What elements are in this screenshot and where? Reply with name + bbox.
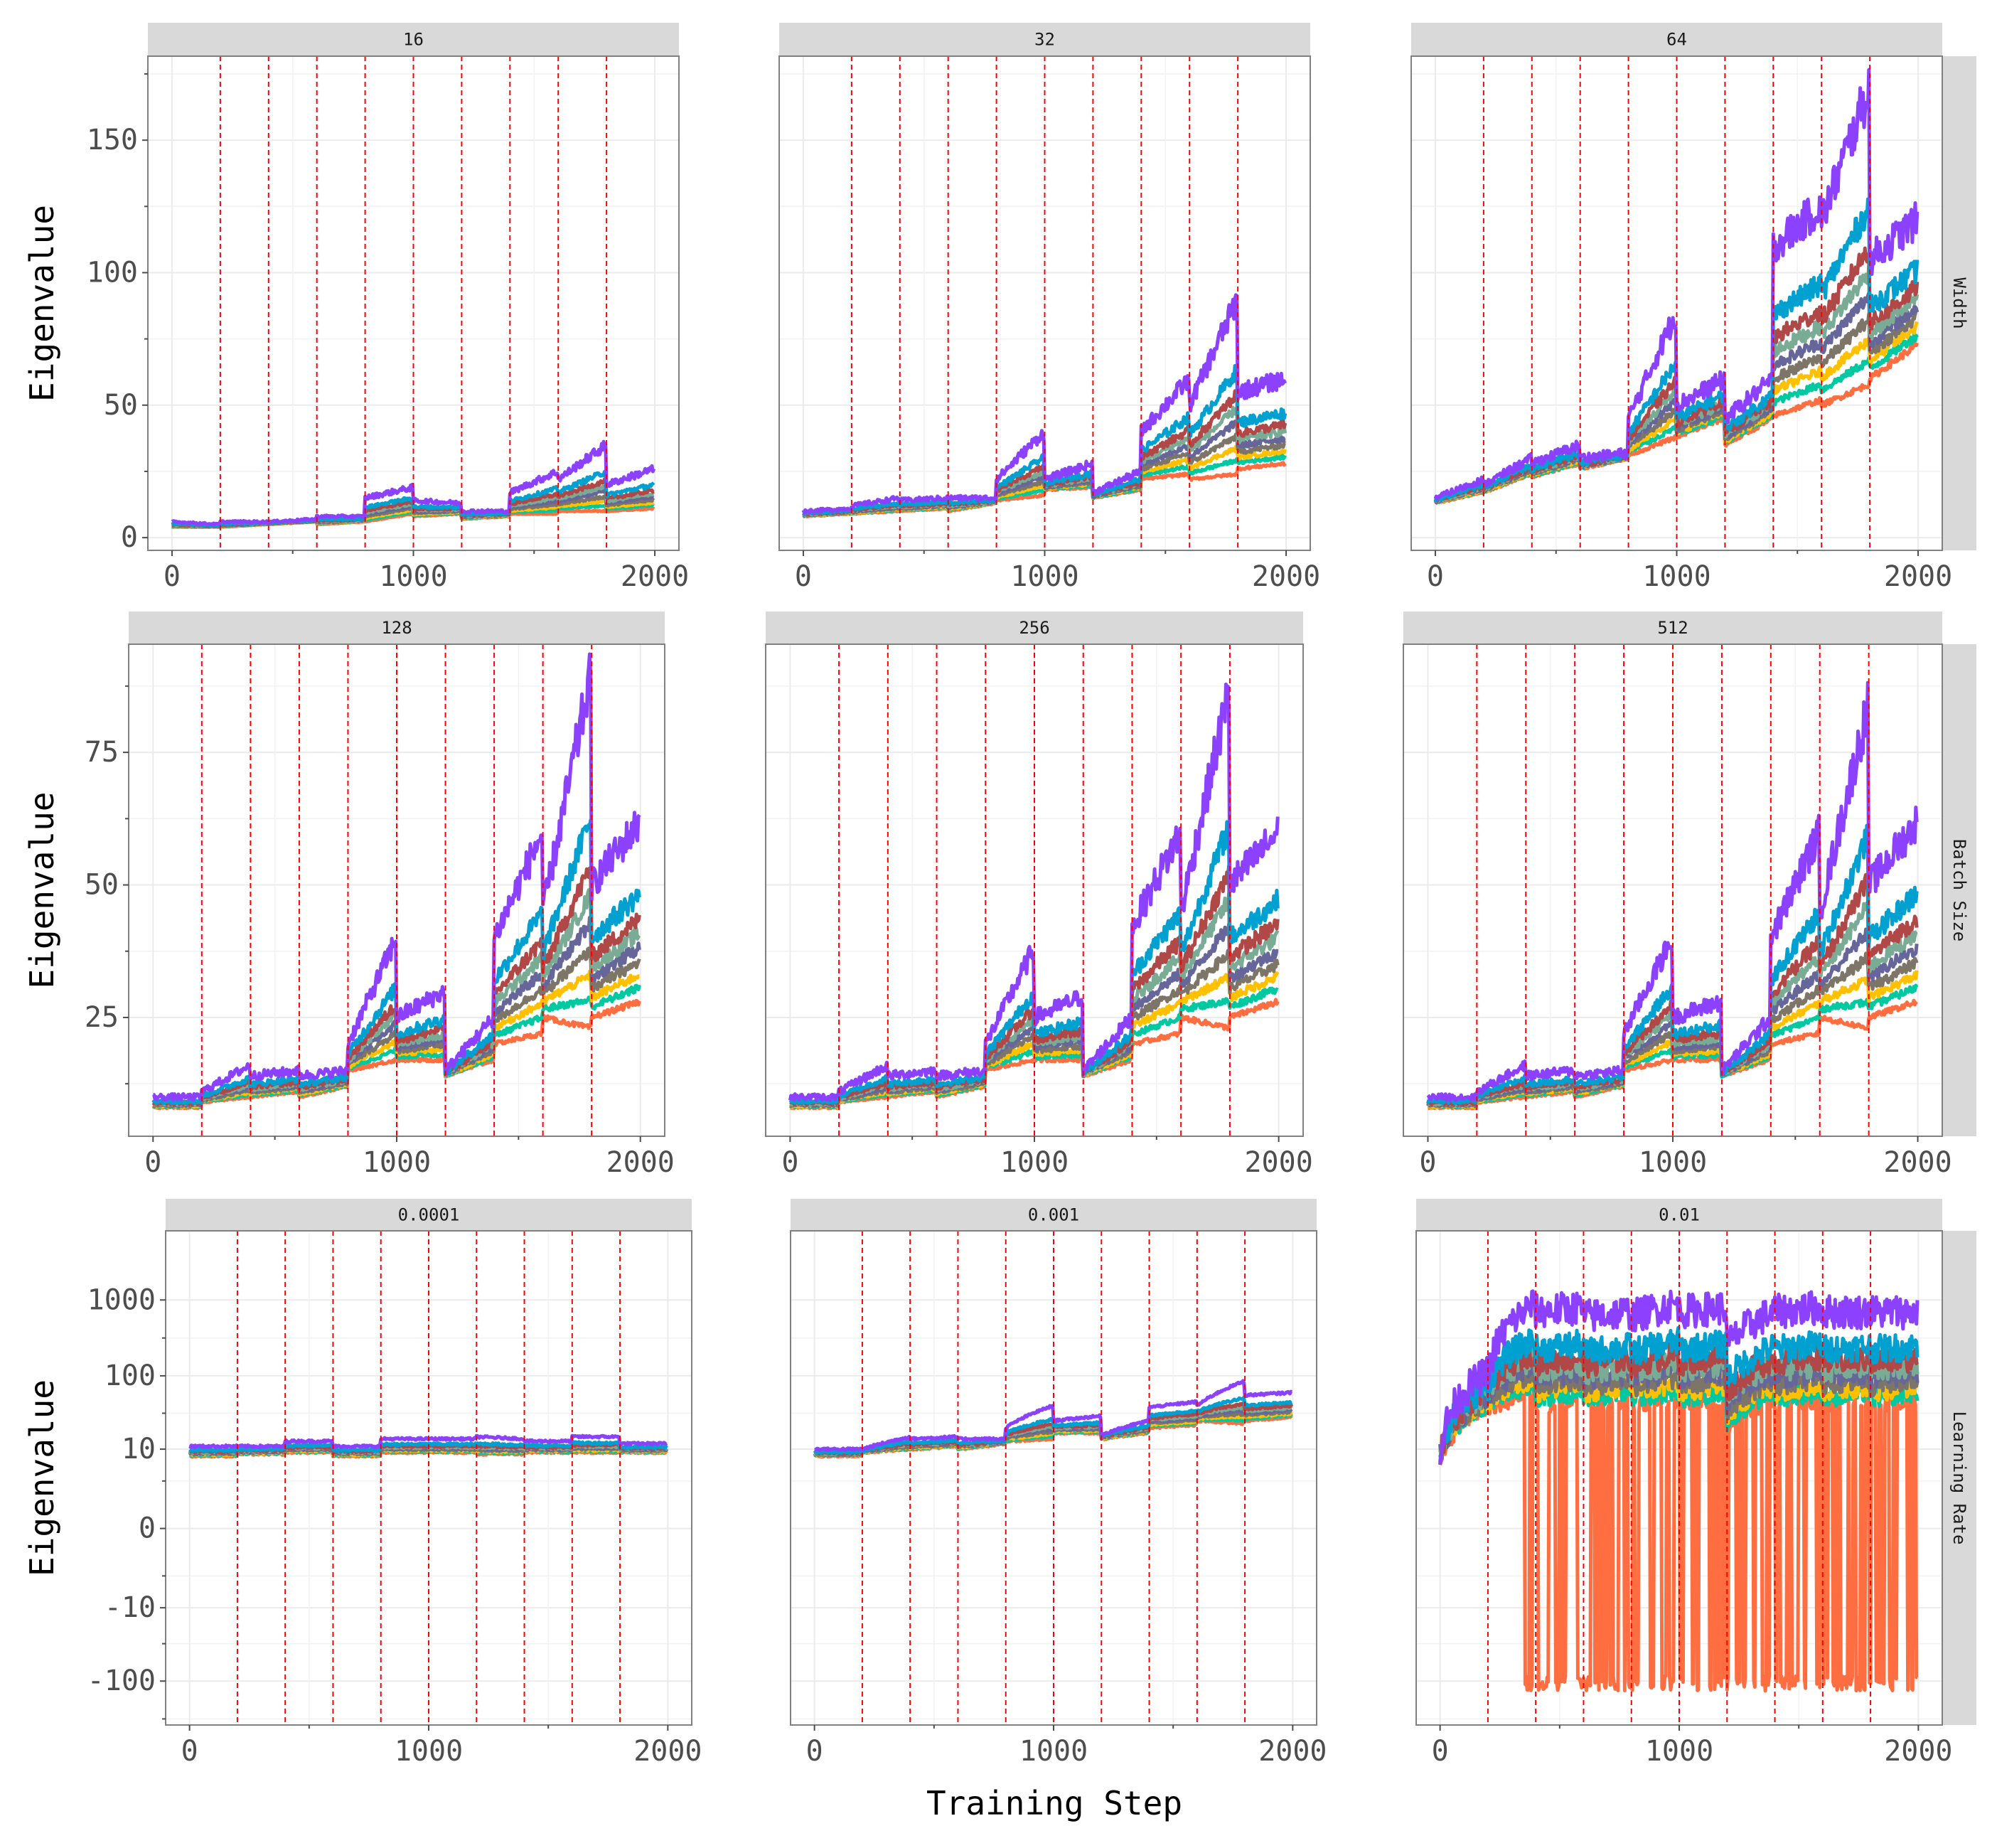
x-tick-label: 0 [806, 1735, 823, 1768]
x-tick-label: 1000 [363, 1146, 431, 1179]
strip-background [148, 23, 679, 56]
y-tick-label: 100 [105, 1360, 156, 1392]
series-line [1438, 1325, 1920, 1460]
y-axis-title: Eigenvalue [23, 792, 61, 989]
y-tick-label: 100 [87, 256, 138, 289]
panel-0.001: 0.001 0 1000 2000 [790, 1199, 1327, 1768]
series-line [1426, 680, 1919, 1102]
strip-background [129, 611, 665, 644]
x-tick-label: 2000 [606, 1146, 675, 1179]
y-tick-label: 75 [85, 736, 119, 769]
panel-strip-label: 0.001 [1028, 1205, 1079, 1225]
x-tick-label: 1000 [1642, 560, 1710, 593]
y-tick-label: -10 [105, 1591, 156, 1624]
panel-strip-label: 512 [1657, 618, 1688, 638]
x-tick-label: 1000 [1019, 1735, 1088, 1768]
y-tick-label: 10 [122, 1433, 156, 1465]
panel-strip-label: 256 [1019, 618, 1049, 638]
panel-strip-label: 128 [381, 618, 412, 638]
series-line [152, 652, 641, 1102]
strip-background [1942, 644, 1976, 1136]
panel-strip-label: 64 [1666, 30, 1687, 50]
y-axis-title: Eigenvalue [23, 205, 61, 402]
x-axis-title: Training Step [926, 1784, 1182, 1822]
x-tick-label: 0 [1432, 1735, 1449, 1768]
x-tick-label: 2000 [621, 560, 689, 593]
panel-512: 512 0 1000 2000 [1403, 611, 1952, 1179]
x-tick-label: 0 [144, 1146, 161, 1179]
x-tick-label: 0 [781, 1146, 798, 1179]
y-tick-label: 0 [139, 1512, 156, 1545]
strip-background [166, 1199, 692, 1231]
strip-background [791, 1199, 1317, 1231]
x-tick-label: 0 [795, 560, 812, 593]
x-tick-label: 1000 [395, 1735, 463, 1768]
facet-row-strip: Batch Size [1942, 644, 1976, 1136]
x-tick-label: 0 [1427, 560, 1444, 593]
x-tick-label: 1000 [379, 560, 447, 593]
facet-row-strip: Learning Rate [1942, 1231, 1976, 1725]
row-strip-label: Learning Rate [1949, 1411, 1969, 1545]
strip-background [779, 23, 1310, 56]
y-tick-label: 50 [85, 869, 119, 902]
x-tick-label: 2000 [633, 1735, 702, 1768]
x-tick-label: 1000 [1645, 1735, 1713, 1768]
x-tick-label: 2000 [1883, 1146, 1952, 1179]
y-tick-label: 150 [87, 124, 138, 156]
y-tick-label: -100 [87, 1665, 156, 1697]
panel-strip-label: 0.0001 [398, 1205, 460, 1225]
x-tick-label: 2000 [1252, 560, 1320, 593]
panel-0.01: 0.01 0 1000 2000 [1415, 1199, 1953, 1768]
panel-16: 16 0 1000 2000 0 50 100 150 [87, 23, 689, 593]
panel-256: 256 0 1000 2000 [765, 611, 1313, 1179]
x-tick-label: 0 [164, 560, 181, 593]
strip-background [1942, 56, 1976, 550]
strip-background [1416, 1199, 1942, 1231]
panel-64: 64 0 1000 2000 [1410, 23, 1952, 593]
x-tick-label: 2000 [1884, 1735, 1952, 1768]
x-tick-label: 2000 [1258, 1735, 1327, 1768]
x-tick-label: 1000 [1010, 560, 1078, 593]
x-tick-label: 1000 [1639, 1146, 1707, 1179]
panel-strip-label: 16 [403, 30, 424, 50]
y-tick-label: 50 [104, 389, 138, 422]
panel-strip-label: 0.01 [1659, 1205, 1700, 1225]
x-tick-label: 2000 [1884, 560, 1952, 593]
strip-background [1411, 23, 1942, 56]
row-strip-label: Batch Size [1949, 839, 1969, 942]
x-tick-label: 1000 [1000, 1146, 1069, 1179]
panel-strip-label: 32 [1034, 30, 1055, 50]
x-tick-label: 0 [181, 1735, 198, 1768]
x-tick-label: 0 [1419, 1146, 1436, 1179]
panel-32: 32 0 1000 2000 [778, 23, 1320, 593]
x-tick-label: 2000 [1244, 1146, 1312, 1179]
strip-background [1942, 1231, 1976, 1725]
strip-background [1403, 611, 1942, 644]
facet-row-strip: Width [1942, 56, 1976, 550]
y-tick-label: 0 [121, 521, 138, 554]
y-tick-label: 25 [85, 1001, 119, 1034]
y-axis-title: Eigenvalue [23, 1379, 61, 1576]
series-line [1433, 68, 1920, 501]
row-strip-label: Width [1949, 277, 1969, 329]
panel-128: 128 0 1000 2000 25 50 75 [85, 611, 675, 1179]
strip-background [766, 611, 1303, 644]
y-tick-label: 1000 [87, 1283, 156, 1316]
